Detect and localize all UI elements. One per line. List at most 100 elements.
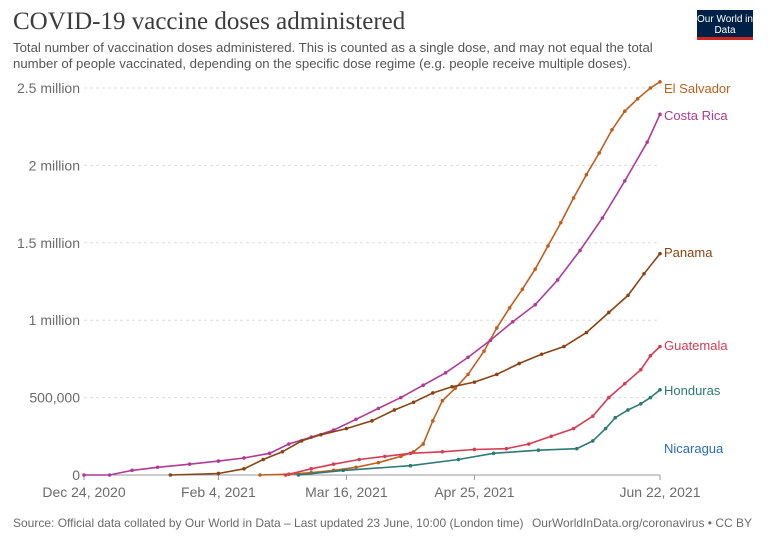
- x-tick-label: Feb 4, 2021: [181, 484, 256, 500]
- data-point: [623, 179, 627, 183]
- data-point: [536, 448, 541, 453]
- series-label: Panama: [664, 245, 713, 260]
- y-tick-label: 1 million: [29, 312, 80, 328]
- x-tick-label: Jun 22, 2021: [620, 484, 701, 500]
- data-point: [453, 386, 458, 391]
- data-point: [600, 216, 605, 220]
- data-point: [559, 220, 563, 225]
- data-point: [658, 80, 662, 84]
- series-line: [170, 253, 661, 476]
- data-point: [267, 451, 272, 456]
- data-point: [613, 415, 617, 420]
- data-point: [539, 352, 544, 357]
- data-point: [370, 419, 374, 423]
- data-point: [411, 400, 416, 405]
- series-label: El Salvador: [664, 81, 731, 96]
- y-tick-label: 1.5 million: [17, 235, 80, 251]
- series-label: Guatemala: [664, 338, 728, 353]
- data-point: [491, 451, 496, 456]
- data-point: [658, 112, 662, 117]
- line-chart: 0 500,000 1 million 1.5 million 2 million 2.5…: [17, 80, 731, 500]
- data-point: [645, 140, 649, 144]
- data-point: [511, 319, 515, 324]
- data-point: [658, 388, 662, 392]
- data-point: [440, 449, 445, 454]
- data-point: [607, 310, 611, 315]
- data-point: [635, 97, 640, 101]
- data-point: [376, 406, 381, 411]
- data-point: [408, 451, 413, 456]
- data-point: [155, 465, 160, 470]
- data-point: [399, 454, 403, 459]
- series-label: Costa Rica: [664, 108, 728, 123]
- series-line: [259, 81, 661, 476]
- series-line: [84, 113, 661, 476]
- data-point: [555, 278, 560, 282]
- data-point: [450, 384, 454, 389]
- y-tick-label: 0: [72, 467, 80, 483]
- data-point: [130, 468, 134, 473]
- data-point: [658, 344, 662, 349]
- data-point: [626, 293, 630, 298]
- data-point: [626, 408, 630, 412]
- data-point: [431, 419, 435, 423]
- data-point: [168, 473, 173, 477]
- data-point: [642, 271, 646, 276]
- series-label: Nicaragua: [664, 441, 724, 456]
- data-point: [258, 473, 262, 477]
- data-point: [562, 344, 566, 349]
- data-point: [482, 349, 486, 353]
- chart-subtitle: Total number of vaccination doses admini…: [13, 40, 653, 71]
- data-point: [591, 414, 595, 418]
- y-tick-label: 500,000: [29, 390, 80, 406]
- data-point: [533, 302, 537, 307]
- data-point: [242, 456, 246, 460]
- data-point: [507, 306, 512, 310]
- x-tick-label: Dec 24, 2020: [42, 484, 125, 500]
- data-point: [399, 395, 403, 400]
- data-point: [527, 442, 531, 446]
- data-point: [597, 151, 601, 155]
- data-point: [571, 426, 576, 431]
- data-point: [639, 367, 643, 372]
- data-point: [571, 196, 576, 200]
- data-point: [319, 432, 323, 437]
- data-point: [331, 462, 336, 466]
- data-point: [623, 109, 627, 114]
- data-point: [354, 465, 358, 470]
- data-point: [309, 467, 314, 471]
- data-point: [296, 473, 301, 477]
- data-point: [648, 354, 653, 358]
- data-point: [440, 398, 445, 403]
- data-point: [299, 439, 304, 443]
- data-point: [456, 457, 461, 462]
- data-point: [488, 338, 493, 343]
- data-point: [466, 372, 470, 377]
- data-point: [639, 401, 643, 406]
- data-point: [82, 473, 86, 477]
- data-point: [261, 457, 266, 462]
- data-point: [533, 267, 537, 271]
- data-point: [187, 462, 192, 466]
- data-point: [648, 86, 653, 90]
- x-tick-label: Apr 25, 2021: [434, 484, 514, 500]
- data-point: [520, 287, 525, 292]
- data-point: [408, 463, 413, 468]
- data-point: [280, 449, 285, 454]
- data-point: [357, 457, 362, 462]
- chart-title: COVID-19 vaccine doses administered: [13, 8, 406, 35]
- data-point: [495, 326, 499, 330]
- data-point: [392, 408, 397, 412]
- data-point: [607, 395, 611, 400]
- owid-logo[interactable]: Our World in Data: [697, 10, 753, 40]
- credit-link[interactable]: OurWorldInData.org/coronavirus • CC BY: [531, 516, 752, 530]
- data-point: [107, 473, 112, 477]
- y-tick-label: 2 million: [29, 157, 80, 173]
- series-line: [285, 345, 661, 476]
- data-point: [603, 426, 608, 431]
- data-point: [472, 447, 477, 452]
- data-point: [549, 434, 553, 439]
- data-point: [517, 361, 521, 366]
- data-point: [610, 127, 614, 132]
- data-point: [383, 454, 387, 459]
